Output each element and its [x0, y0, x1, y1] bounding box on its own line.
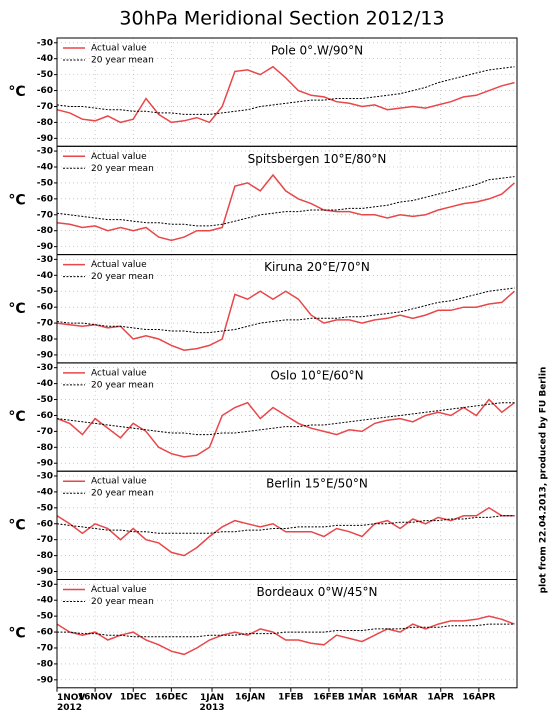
- legend-label: Actual value: [91, 585, 147, 595]
- x-tick-label: 16APR: [462, 692, 495, 702]
- y-tick-label: -30: [37, 363, 53, 373]
- panel-title: Bordeaux 0°W/45°N: [257, 585, 378, 599]
- x-tick-label: 16DEC: [155, 692, 188, 702]
- side-note: plot from 22.04.2013, produced by FU Ber…: [539, 367, 549, 594]
- y-tick-label: -50: [37, 287, 53, 297]
- legend-label: Actual value: [91, 477, 147, 487]
- y-tick-label: -50: [37, 70, 53, 80]
- series-line: [57, 623, 515, 638]
- y-tick-label: -70: [37, 427, 53, 437]
- y-tick-label: -60: [37, 628, 53, 638]
- legend-label: Actual value: [91, 260, 147, 270]
- y-tick-label: -90: [37, 350, 53, 360]
- x-tick-label: 1NOV 2012: [57, 692, 85, 712]
- panel-title: Oslo 10°E/60°N: [270, 368, 363, 382]
- y-tick-label: -50: [37, 503, 53, 513]
- x-tick-label: 16FEB: [313, 692, 345, 702]
- y-tick-label: -30: [37, 580, 53, 590]
- y-tick-label: -80: [37, 551, 53, 561]
- y-tick-label: -80: [37, 443, 53, 453]
- series-line: [56, 398, 515, 458]
- legend-label: 20 year mean: [91, 56, 154, 66]
- y-tick-label: -60: [37, 411, 53, 421]
- panel-title: Pole 0°.W/90°N: [271, 44, 363, 58]
- y-tick-label: -90: [37, 675, 53, 685]
- y-tick-label: -40: [37, 379, 53, 389]
- legend-label: 20 year mean: [91, 272, 154, 282]
- y-tick-label: -40: [37, 271, 53, 281]
- y-tick-label: -30: [37, 471, 53, 481]
- x-tick-label: 1FEB: [278, 692, 304, 702]
- y-tick-label: -40: [37, 596, 53, 606]
- y-axis-label: °C: [8, 84, 25, 100]
- y-tick-label: -30: [37, 147, 53, 157]
- series-line: [56, 290, 515, 351]
- series-line: [56, 65, 515, 124]
- y-tick-label: -80: [37, 335, 53, 345]
- y-tick-label: -90: [37, 567, 53, 577]
- y-axis-label: °C: [8, 409, 25, 425]
- y-tick-label: -80: [37, 226, 53, 236]
- y-tick-label: -70: [37, 643, 53, 653]
- x-tick-label: 1JAN 2013: [199, 692, 224, 712]
- series-line: [56, 402, 515, 436]
- y-tick-label: -70: [37, 102, 53, 112]
- x-tick-label: 16MAR: [382, 692, 417, 702]
- y-tick-label: -80: [37, 118, 53, 128]
- y-axis-label: °C: [8, 626, 25, 642]
- y-tick-label: -90: [37, 459, 53, 469]
- legend-label: 20 year mean: [91, 489, 154, 499]
- y-tick-label: -50: [37, 612, 53, 622]
- chart-title: 30hPa Meridional Section 2012/13: [119, 8, 444, 30]
- x-tick-label: 16JAN: [235, 692, 265, 702]
- y-tick-label: -30: [37, 255, 53, 265]
- x-tick-label: 1MAR: [347, 692, 376, 702]
- legend-label: 20 year mean: [91, 597, 154, 607]
- y-tick-label: -60: [37, 303, 53, 313]
- y-tick-label: -40: [37, 487, 53, 497]
- y-tick-label: -60: [37, 194, 53, 204]
- y-tick-label: -70: [37, 210, 53, 220]
- y-tick-label: -40: [37, 163, 53, 173]
- y-tick-label: -60: [37, 86, 53, 96]
- panel-title: Spitsbergen 10°E/80°N: [248, 152, 387, 166]
- y-tick-label: -90: [37, 242, 53, 252]
- y-tick-label: -50: [37, 178, 53, 188]
- legend-label: 20 year mean: [91, 164, 154, 174]
- x-tick-label: 1DEC: [120, 692, 147, 702]
- y-tick-label: -90: [37, 134, 53, 144]
- panel-title: Berlin 15°E/50°N: [266, 477, 368, 491]
- x-tick-label: 16NOV: [78, 692, 112, 702]
- series-line: [56, 506, 515, 557]
- legend-label: Actual value: [91, 152, 147, 162]
- series-line: [56, 615, 515, 656]
- y-tick-label: -50: [37, 395, 53, 405]
- y-axis-label: °C: [8, 192, 25, 208]
- legend-label: Actual value: [91, 44, 147, 54]
- series-line: [56, 173, 515, 242]
- y-tick-label: -80: [37, 659, 53, 669]
- series-line: [56, 176, 515, 227]
- y-tick-label: -60: [37, 519, 53, 529]
- y-axis-label: °C: [8, 517, 25, 533]
- y-tick-label: -30: [37, 38, 53, 48]
- y-tick-label: -70: [37, 535, 53, 545]
- plot-frame: [56, 579, 518, 689]
- y-tick-label: -40: [37, 54, 53, 64]
- legend-label: Actual value: [91, 368, 147, 378]
- y-tick-label: -70: [37, 319, 53, 329]
- x-tick-label: 1APR: [427, 692, 454, 702]
- legend-label: 20 year mean: [91, 380, 154, 390]
- panel-title: Kiruna 20°E/70°N: [264, 260, 370, 274]
- y-axis-label: °C: [8, 301, 25, 317]
- series-line: [56, 515, 515, 534]
